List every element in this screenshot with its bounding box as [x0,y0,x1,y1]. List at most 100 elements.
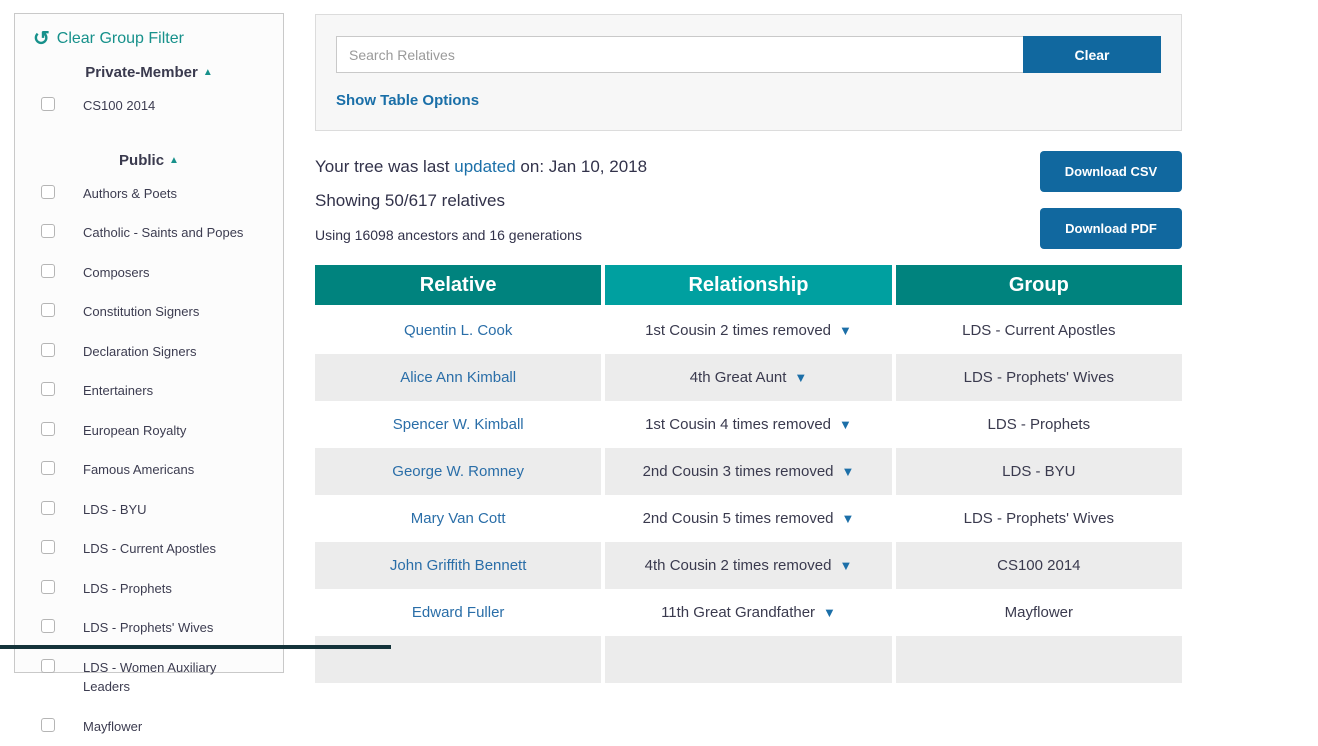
group-checkbox[interactable] [41,97,55,111]
triangle-up-icon: ▲ [203,67,213,78]
triangle-down-icon[interactable]: ▼ [794,370,807,385]
section-header-public[interactable]: Public ▲ [15,126,283,174]
triangle-down-icon[interactable]: ▼ [839,323,852,338]
group-checkbox[interactable] [41,580,55,594]
relative-link[interactable]: Alice Ann Kimball [400,369,516,386]
search-input[interactable] [336,36,1023,73]
group-label: Mayflower [83,717,248,737]
relationship-cell: 4th Great Aunt▼ [605,354,891,401]
download-csv-button[interactable]: Download CSV [1040,151,1182,192]
group-cell: LDS - Current Apostles [896,307,1182,354]
relationship-cell: 1st Cousin 2 times removed ▼ [605,307,891,354]
group-cell: LDS - BYU [896,448,1182,495]
sidebar-item-authors-poets: Authors & Poets [15,174,283,214]
group-checkbox[interactable] [41,382,55,396]
relationship-text: 2nd Cousin 5 times removed [643,510,834,527]
group-cell [896,636,1182,683]
relative-link[interactable]: Mary Van Cott [411,510,506,527]
clear-group-filter-label: Clear Group Filter [57,30,184,48]
group-checkbox[interactable] [41,422,55,436]
relatives-table: Relative Relationship Group Quentin L. C… [315,265,1182,683]
sidebar-item-lds-prophets: LDS - Prophets [15,569,283,609]
group-label: LDS - BYU [83,500,248,520]
group-checkbox[interactable] [41,619,55,633]
group-label: LDS - Women Auxiliary Leaders [83,658,248,697]
sidebar-item-european-royalty: European Royalty [15,411,283,451]
table-body: Quentin L. Cook 1st Cousin 2 times remove… [315,307,1182,683]
search-row: Clear [336,36,1161,73]
group-label: LDS - Prophets' Wives [83,618,248,638]
group-label: CS100 2014 [83,96,248,116]
header-group[interactable]: Group [896,265,1182,305]
table-row [315,636,1182,683]
relative-link[interactable]: Quentin L. Cook [404,322,512,339]
group-cell: LDS - Prophets' Wives [896,495,1182,542]
triangle-down-icon[interactable]: ▼ [839,558,852,573]
relative-cell [315,636,601,683]
sidebar-item-mayflower: Mayflower [15,707,283,746]
section-title: Public [119,152,164,169]
relative-cell: John Griffith Bennett [315,542,601,589]
group-label: Famous Americans [83,460,248,480]
triangle-down-icon[interactable]: ▼ [823,605,836,620]
sidebar-item-lds-prophets-wives: LDS - Prophets' Wives [15,608,283,648]
relative-cell: Mary Van Cott [315,495,601,542]
relationship-text: 2nd Cousin 3 times removed [643,463,834,480]
clear-group-filter-button[interactable]: ↺ Clear Group Filter [33,29,283,49]
table-header-row: Relative Relationship Group [315,265,1182,305]
group-checkbox[interactable] [41,659,55,673]
relative-cell: Alice Ann Kimball [315,354,601,401]
ancestors-generations-line: Using 16098 ancestors and 16 generations [315,227,582,243]
triangle-down-icon[interactable]: ▼ [839,417,852,432]
relative-link[interactable]: George W. Romney [392,463,524,480]
triangle-down-icon[interactable]: ▼ [842,511,855,526]
relative-link[interactable]: Edward Fuller [412,604,505,621]
table-row: George W. Romney 2nd Cousin 3 times remov… [315,448,1182,495]
sidebar-item-constitution-signers: Constitution Signers [15,292,283,332]
sidebar-item-famous-americans: Famous Americans [15,450,283,490]
relationship-text: 1st Cousin 4 times removed [645,416,831,433]
showing-relatives-line: Showing 50/617 relatives [315,191,505,211]
section-title: Private-Member [85,64,198,81]
section-header-private-member[interactable]: Private-Member ▲ [15,51,283,86]
table-row: Spencer W. Kimball 1st Cousin 4 times rem… [315,401,1182,448]
relationship-text: 1st Cousin 2 times removed [645,322,831,339]
relative-link[interactable]: Spencer W. Kimball [393,416,524,433]
header-relative[interactable]: Relative [315,265,601,305]
triangle-up-icon: ▲ [169,155,179,166]
download-pdf-button[interactable]: Download PDF [1040,208,1182,249]
sidebar-sections: Private-Member ▲ CS100 2014 Public ▲ Authors … [15,51,283,746]
show-table-options-link[interactable]: Show Table Options [336,92,479,109]
group-checkbox[interactable] [41,303,55,317]
relative-cell: Quentin L. Cook [315,307,601,354]
relationship-cell: 11th Great Grandfather▼ [605,589,891,636]
triangle-down-icon[interactable]: ▼ [842,464,855,479]
relative-cell: Spencer W. Kimball [315,401,601,448]
clear-search-button[interactable]: Clear [1023,36,1161,73]
relative-link[interactable]: John Griffith Bennett [390,557,526,574]
updated-suffix: on: Jan 10, 2018 [516,157,647,176]
group-cell: CS100 2014 [896,542,1182,589]
group-checkbox[interactable] [41,501,55,515]
group-checkbox[interactable] [41,718,55,732]
table-row: Quentin L. Cook 1st Cousin 2 times remove… [315,307,1182,354]
group-filter-sidebar: ↺ Clear Group Filter Private-Member ▲ CS10… [14,13,284,673]
header-relationship[interactable]: Relationship [605,265,891,305]
sidebar-item-lds-women-auxiliary-leaders: LDS - Women Auxiliary Leaders [15,648,283,707]
group-checkbox[interactable] [41,343,55,357]
group-checkbox[interactable] [41,264,55,278]
group-cell: LDS - Prophets [896,401,1182,448]
group-label: LDS - Prophets [83,579,248,599]
group-label: Composers [83,263,248,283]
relative-cell: George W. Romney [315,448,601,495]
search-panel: Clear Show Table Options [315,14,1182,131]
updated-link[interactable]: updated [454,157,515,176]
relative-cell: Edward Fuller [315,589,601,636]
group-checkbox[interactable] [41,461,55,475]
group-checkbox[interactable] [41,185,55,199]
group-label: Authors & Poets [83,184,248,204]
group-label: European Royalty [83,421,248,441]
group-checkbox[interactable] [41,224,55,238]
group-checkbox[interactable] [41,540,55,554]
